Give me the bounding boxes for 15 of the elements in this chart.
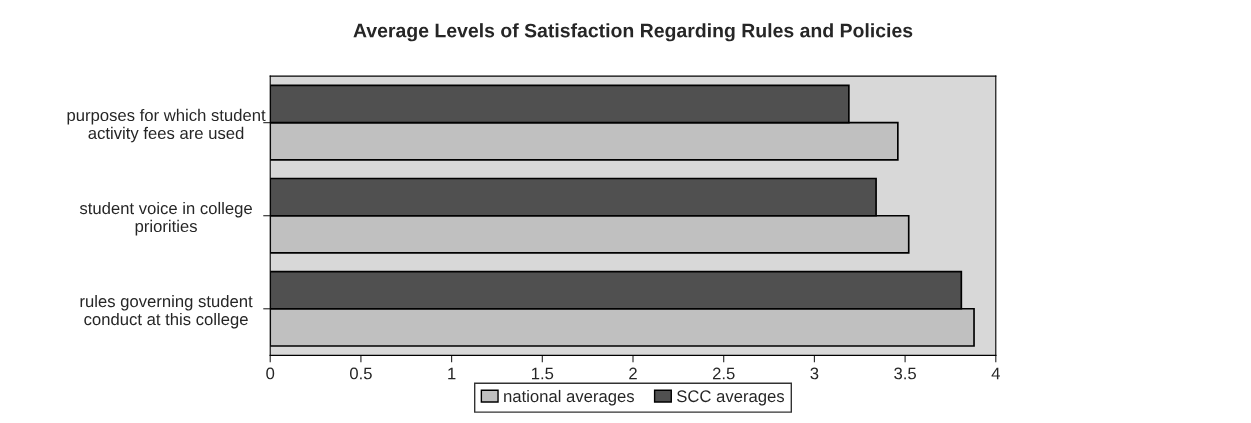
chart-title: Average Levels of Satisfaction Regarding Rules and Policies xyxy=(353,23,913,42)
x-tick-label: 4 xyxy=(991,367,1000,380)
x-tick-label: 3 xyxy=(810,367,819,380)
x-tick-label: 1 xyxy=(448,367,456,380)
x-tick-label: 3.5 xyxy=(894,367,916,380)
x-tick-label: 2 xyxy=(629,367,637,380)
x-tick-label: 2.5 xyxy=(712,367,735,380)
x-tick-label: 0 xyxy=(266,367,275,380)
legend-label: national averages xyxy=(504,389,635,406)
y-tick-label: student voice in college priorities xyxy=(79,201,252,236)
y-tick-label: rules governing student conduct at this college xyxy=(80,294,253,329)
x-tick-label: 0.5 xyxy=(349,367,372,380)
y-tick-label: purposes for which student activity fees are used xyxy=(67,108,266,143)
legend-label: SCC averages xyxy=(677,390,785,406)
x-tick-label: 1.5 xyxy=(532,367,554,380)
